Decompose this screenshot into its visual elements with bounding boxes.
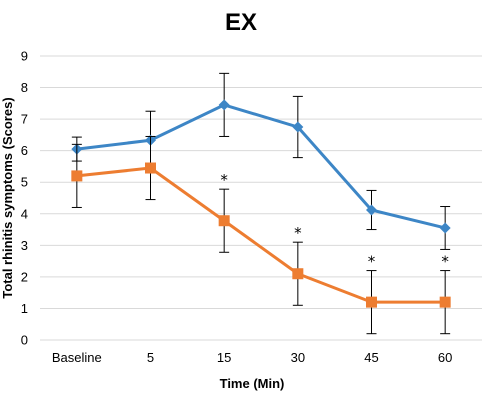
data-point-square [71, 170, 83, 182]
data-point-diamond [218, 99, 230, 111]
y-tick-label: 9 [21, 49, 28, 64]
series-1 [71, 72, 451, 250]
x-tick-labels: Baseline 5 15 30 45 60 [52, 350, 453, 365]
x-tick-label: 15 [217, 350, 231, 365]
x-tick-label: 30 [291, 350, 305, 365]
data-point-diamond [292, 121, 304, 133]
y-tick-label: 4 [21, 206, 28, 221]
y-tick-label: 3 [21, 238, 28, 253]
significance-asterisk: * [441, 253, 449, 271]
series-line [76, 103, 446, 230]
data-point-square [218, 215, 230, 227]
series-2 [71, 135, 451, 335]
y-tick-label: 1 [21, 301, 28, 316]
y-tick-label: 8 [21, 80, 28, 95]
significance-asterisk: * [294, 224, 302, 242]
x-tick-label: 45 [364, 350, 378, 365]
significance-asterisk: * [368, 253, 376, 271]
data-point-diamond [366, 204, 377, 216]
data-point-square [439, 296, 451, 308]
x-tick-label: Baseline [52, 350, 102, 365]
data-point-diamond [439, 222, 451, 234]
significance-markers: * * * * [220, 171, 449, 270]
y-tick-label: 5 [21, 175, 28, 190]
y-tick-label: 7 [21, 112, 28, 127]
x-axis-label: Time (Min) [220, 376, 285, 391]
significance-asterisk: * [220, 171, 228, 189]
series-line [76, 166, 446, 304]
y-tick-labels: 0 1 2 3 4 5 6 7 8 9 [21, 49, 28, 348]
data-point-square [145, 162, 156, 174]
y-tick-label: 0 [21, 333, 28, 348]
data-point-square [292, 268, 304, 280]
y-axis-label: Total rhinitis symptoms (Scores) [0, 97, 15, 298]
gridlines [40, 55, 482, 341]
data-point-square [366, 296, 377, 308]
x-tick-label: 60 [438, 350, 452, 365]
chart-title: EX [225, 9, 257, 36]
series-layer [71, 72, 451, 335]
y-tick-label: 6 [21, 143, 28, 158]
x-tick-label: 5 [147, 350, 154, 365]
y-tick-label: 2 [21, 269, 28, 284]
